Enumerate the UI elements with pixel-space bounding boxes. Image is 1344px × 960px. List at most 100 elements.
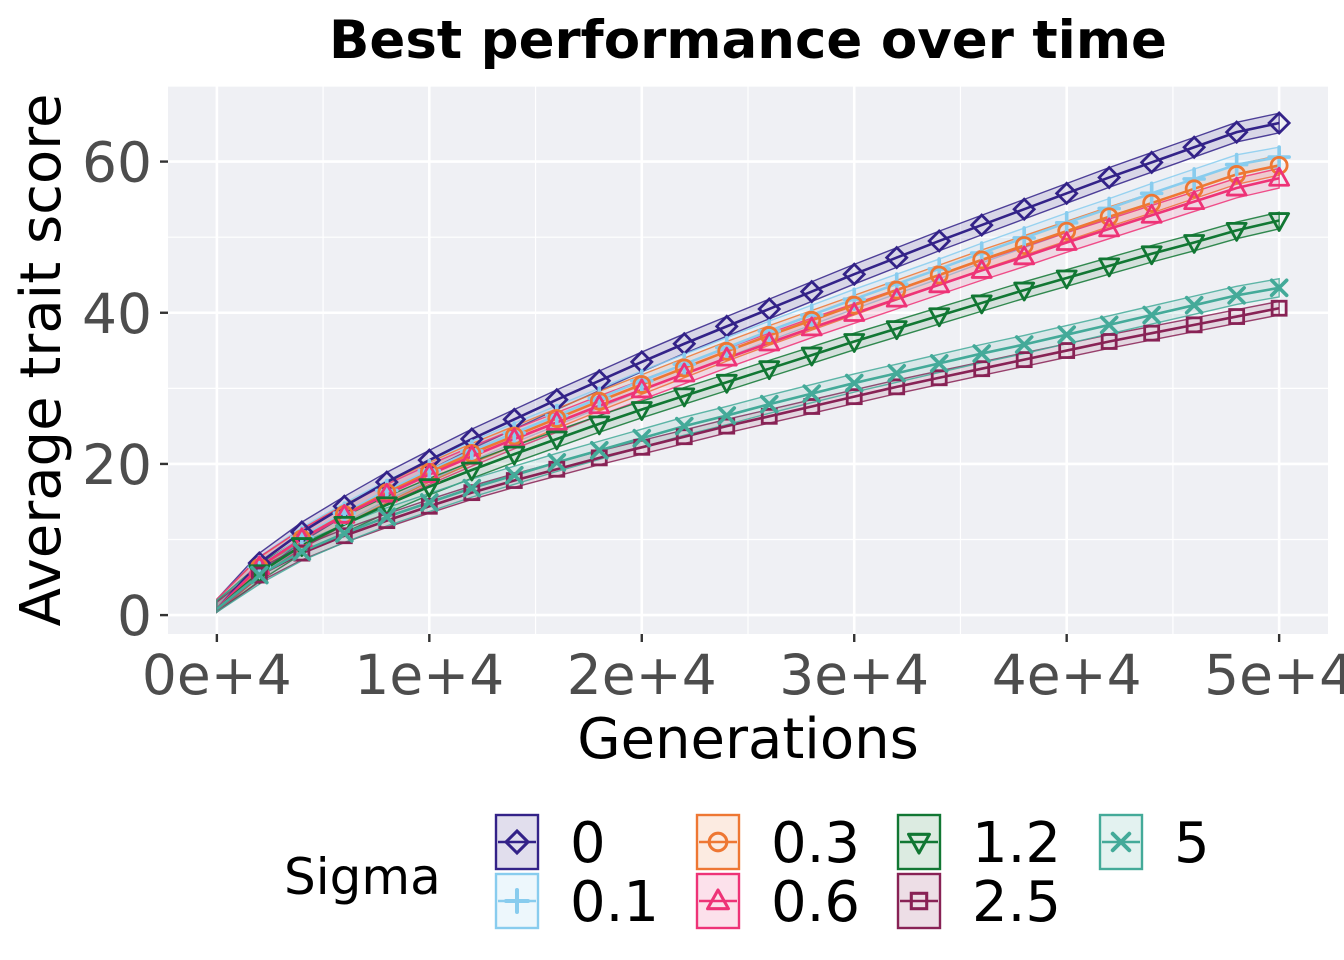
- data-point-2.5: [760, 407, 778, 425]
- data-point-0.6: [1098, 217, 1121, 238]
- data-point-2.5: [1100, 333, 1118, 350]
- data-point-0.6: [1268, 166, 1291, 187]
- data-point-2.5: [1058, 342, 1076, 359]
- data-point-2.5: [803, 398, 821, 415]
- legend-item-0.6: 0.6: [695, 870, 860, 935]
- data-point-2.5: [335, 527, 353, 545]
- data-point-0.6: [970, 259, 993, 279]
- data-point-1.2: [588, 415, 611, 436]
- x-tick-label: 0e+4: [142, 643, 292, 707]
- data-point-5: [335, 524, 354, 543]
- data-point-5: [1099, 315, 1119, 335]
- legend-marker-1.2: [907, 832, 931, 855]
- data-point-0.3: [887, 280, 907, 300]
- data-point-0.3: [1184, 179, 1204, 199]
- data-point-0.3: [674, 358, 694, 378]
- data-point-1.2: [1268, 212, 1291, 232]
- data-point-5: [1269, 278, 1289, 298]
- data-point-1.2: [800, 346, 823, 367]
- data-point-0.3: [802, 310, 822, 330]
- x-tick-label: 5e+4: [1204, 643, 1344, 707]
- data-point-0.6: [928, 273, 951, 294]
- legend: Sigma 00.1 0.30.6 1.22.5 5: [284, 811, 1210, 935]
- legend-label: 1.2: [972, 811, 1061, 876]
- data-point-2.5: [293, 544, 311, 562]
- legend-label: 0.1: [570, 870, 659, 935]
- data-point-1.2: [715, 373, 738, 394]
- data-point-0.6: [418, 463, 441, 483]
- legend-marker-5: [1110, 831, 1132, 853]
- data-point-1.2: [545, 430, 568, 451]
- data-point-0: [927, 228, 952, 253]
- data-point-0.3: [1227, 165, 1247, 184]
- data-point-1.2: [970, 294, 993, 315]
- data-point-2.5: [675, 428, 693, 446]
- data-point-0.1: [1139, 181, 1164, 206]
- y-tick-label: 0: [117, 584, 152, 648]
- data-point-0.3: [1269, 155, 1289, 175]
- data-point-0.3: [929, 265, 949, 285]
- data-point-0.6: [673, 362, 696, 383]
- data-point-0.6: [1013, 245, 1036, 266]
- legend-item-2.5: 2.5: [896, 870, 1061, 935]
- data-point-1.2: [1055, 269, 1078, 290]
- legend-marker-0.6: [706, 888, 730, 911]
- y-axis: 0 20 40 60: [82, 131, 168, 648]
- data-point-1.2: [418, 478, 441, 499]
- data-point-1.2: [1140, 245, 1163, 266]
- y-axis-title: Average trait score: [9, 94, 74, 627]
- legend-marker-0.3: [707, 831, 729, 853]
- data-point-1.2: [248, 564, 271, 585]
- legend-title: Sigma: [284, 848, 441, 906]
- data-point-0.3: [717, 341, 737, 361]
- data-point-0.3: [589, 391, 609, 411]
- data-point-0.6: [715, 346, 738, 367]
- data-point-5: [504, 465, 524, 485]
- data-point-2.5: [1185, 316, 1203, 334]
- data-point-5: [377, 507, 397, 527]
- legend-marker-2.5: [909, 891, 929, 911]
- data-point-2.5: [888, 378, 906, 396]
- y-tick-label: 40: [82, 282, 152, 346]
- data-point-0.6: [1225, 176, 1248, 197]
- data-point-0: [1182, 135, 1207, 160]
- data-point-0: [1097, 165, 1122, 190]
- legend-marker-0: [503, 828, 531, 856]
- data-point-5: [929, 354, 949, 373]
- data-point-0.6: [758, 331, 781, 352]
- legend-label: 5: [1174, 811, 1210, 876]
- data-point-0: [799, 279, 824, 304]
- chart-title: Best performance over time: [329, 10, 1167, 71]
- data-point-0.6: [1183, 190, 1206, 211]
- data-point-0: [969, 213, 994, 238]
- data-point-5: [462, 478, 482, 498]
- data-point-0.3: [1142, 193, 1162, 213]
- legend-item-1.2: 1.2: [896, 811, 1061, 876]
- data-point-0: [1012, 197, 1037, 222]
- data-point-0.6: [588, 394, 611, 415]
- data-point-0.6: [1055, 231, 1078, 251]
- data-point-1.2: [843, 333, 866, 353]
- x-axis: 0e+4 1e+4 2e+4 3e+4 4e+4 5e+4: [142, 634, 1344, 707]
- data-point-2.5: [930, 369, 948, 387]
- data-point-2.5: [420, 497, 438, 515]
- data-point-1.2: [503, 445, 526, 466]
- data-point-2.5: [973, 360, 991, 378]
- data-point-5: [717, 406, 737, 425]
- data-point-0.3: [972, 250, 992, 270]
- legend-item-0.3: 0.3: [695, 811, 860, 876]
- data-point-5: [250, 565, 269, 585]
- data-point-0.3: [547, 409, 567, 428]
- data-point-0.6: [630, 378, 653, 399]
- data-point-2.5: [1228, 308, 1246, 325]
- legend-label: 0: [570, 811, 606, 876]
- data-point-5: [759, 394, 779, 414]
- data-point-0.3: [1057, 221, 1077, 241]
- data-point-0.1: [1182, 167, 1206, 191]
- y-tick-label: 60: [82, 131, 152, 195]
- data-point-5: [972, 344, 992, 363]
- data-point-5: [844, 373, 864, 393]
- data-point-1.2: [673, 387, 696, 408]
- data-point-0.6: [1140, 203, 1163, 224]
- x-tick-label: 1e+4: [354, 643, 504, 707]
